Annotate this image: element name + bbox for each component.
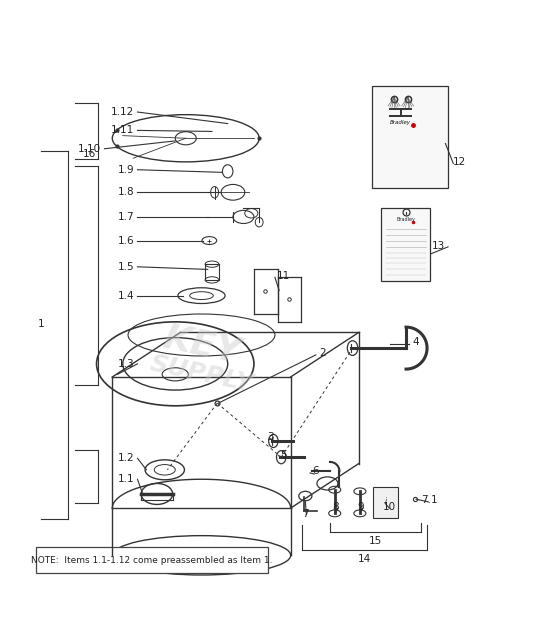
Text: 1.9: 1.9 — [118, 165, 134, 175]
Text: 5: 5 — [280, 450, 287, 460]
Text: Bradley: Bradley — [396, 217, 415, 222]
FancyBboxPatch shape — [373, 487, 398, 517]
Text: 1.12: 1.12 — [111, 107, 134, 117]
FancyBboxPatch shape — [36, 547, 268, 573]
Text: 1: 1 — [37, 320, 44, 330]
Text: SUPPLY: SUPPLY — [147, 352, 255, 397]
Text: 7.1: 7.1 — [421, 495, 437, 506]
Text: 1.10: 1.10 — [78, 144, 101, 154]
FancyBboxPatch shape — [373, 86, 448, 188]
Text: 1.4: 1.4 — [118, 291, 134, 301]
Text: 12: 12 — [453, 157, 467, 167]
Text: 1.1: 1.1 — [118, 474, 134, 484]
Text: 10: 10 — [382, 502, 396, 512]
Text: NOTE:  Items 1.1-1.12 come preassembled as Item 1.: NOTE: Items 1.1-1.12 come preassembled a… — [31, 556, 272, 565]
Text: 1.8: 1.8 — [118, 187, 134, 197]
Text: 16: 16 — [83, 149, 97, 159]
Text: 2: 2 — [320, 349, 326, 359]
Text: 1.2: 1.2 — [118, 453, 134, 463]
FancyBboxPatch shape — [381, 207, 430, 281]
Text: 11: 11 — [276, 271, 290, 281]
Text: 9: 9 — [358, 502, 365, 512]
Text: 8: 8 — [333, 502, 339, 512]
Text: 4: 4 — [413, 337, 419, 347]
Text: 6: 6 — [313, 467, 319, 477]
Text: 1.6: 1.6 — [118, 236, 134, 246]
Text: 15: 15 — [368, 536, 382, 546]
Text: 1.7: 1.7 — [118, 212, 134, 222]
Text: 1.3: 1.3 — [118, 359, 134, 369]
Text: 3: 3 — [267, 432, 274, 442]
Text: KEY: KEY — [159, 321, 244, 371]
Text: 7: 7 — [302, 509, 308, 519]
Text: 1.11: 1.11 — [111, 126, 134, 136]
Text: Bradley: Bradley — [390, 120, 411, 125]
Text: 14: 14 — [358, 554, 372, 564]
Text: i: i — [384, 497, 387, 506]
Text: 1.5: 1.5 — [118, 262, 134, 272]
Text: 13: 13 — [433, 241, 446, 251]
